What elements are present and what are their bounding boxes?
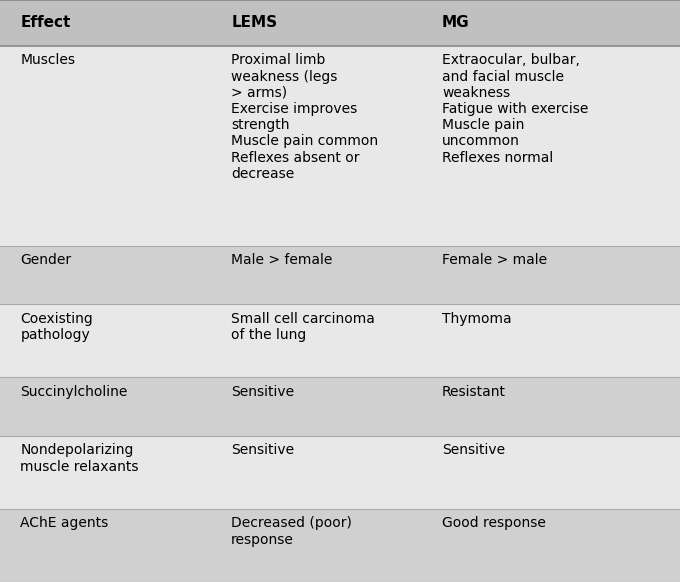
Text: Male > female: Male > female [231,253,333,268]
Text: Proximal limb
weakness (legs
> arms)
Exercise improves
strength
Muscle pain comm: Proximal limb weakness (legs > arms) Exe… [231,54,378,181]
Bar [0,304,680,377]
Bar [0,436,680,509]
Text: Resistant: Resistant [442,385,506,399]
Text: Decreased (poor)
response: Decreased (poor) response [231,516,352,546]
Text: Gender: Gender [20,253,71,268]
Bar [0,377,680,436]
Text: Extraocular, bulbar,
and facial muscle
weakness
Fatigue with exercise
Muscle pai: Extraocular, bulbar, and facial muscle w… [442,54,588,165]
Text: Coexisting
pathology: Coexisting pathology [20,312,93,342]
Bar [0,0,680,46]
Text: Small cell carcinoma
of the lung: Small cell carcinoma of the lung [231,312,375,342]
Text: Nondepolarizing
muscle relaxants: Nondepolarizing muscle relaxants [20,443,139,474]
Text: Succinylcholine: Succinylcholine [20,385,128,399]
Text: Sensitive: Sensitive [231,385,294,399]
Text: MG: MG [442,15,470,30]
Text: Female > male: Female > male [442,253,547,268]
Text: Good response: Good response [442,516,546,531]
Text: AChE agents: AChE agents [20,516,109,531]
Text: Effect: Effect [20,15,71,30]
Text: Muscles: Muscles [20,54,75,68]
Text: Sensitive: Sensitive [442,443,505,457]
Text: Thymoma: Thymoma [442,312,511,326]
Bar [0,509,680,582]
Text: LEMS: LEMS [231,15,277,30]
Text: Sensitive: Sensitive [231,443,294,457]
Bar [0,46,680,246]
Bar [0,246,680,304]
